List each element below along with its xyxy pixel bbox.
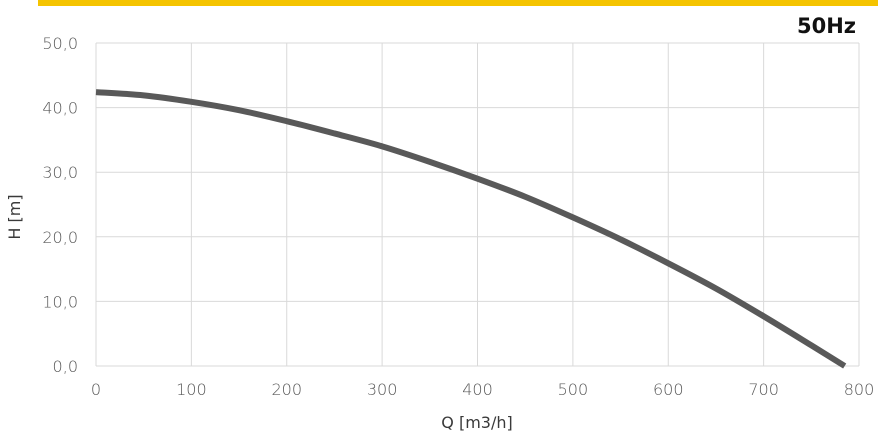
y-axis-title: H [m] (5, 194, 24, 239)
x-tick-label: 500 (558, 380, 589, 399)
x-tick-label: 400 (462, 380, 493, 399)
y-tick-label: 50,0 (42, 34, 78, 53)
pump-curve-line (95, 89, 847, 369)
x-tick-label: 300 (367, 380, 398, 399)
x-axis-title: Q [m3/h] (441, 413, 512, 432)
y-tick-label: 30,0 (42, 163, 78, 182)
x-tick-label: 600 (653, 380, 684, 399)
x-tick-label: 100 (176, 380, 207, 399)
top-accent-bar (38, 0, 878, 6)
y-tick-label: 10,0 (42, 292, 78, 311)
grid-lines (95, 42, 860, 367)
x-tick-label: 0 (91, 380, 101, 399)
x-tick-label: 700 (748, 380, 779, 399)
x-tick-label: 800 (844, 380, 875, 399)
frequency-badge: 50Hz (797, 14, 856, 38)
y-tick-label: 40,0 (42, 99, 78, 118)
y-tick-label: 0,0 (53, 357, 78, 376)
x-tick-labels: 0 100 200 300 400 500 600 700 800 (91, 380, 874, 399)
y-tick-labels: 0,0 10,0 20,0 30,0 40,0 50,0 (42, 34, 78, 376)
x-tick-label: 200 (271, 380, 302, 399)
y-tick-label: 20,0 (42, 228, 78, 247)
series-layer (95, 89, 847, 369)
